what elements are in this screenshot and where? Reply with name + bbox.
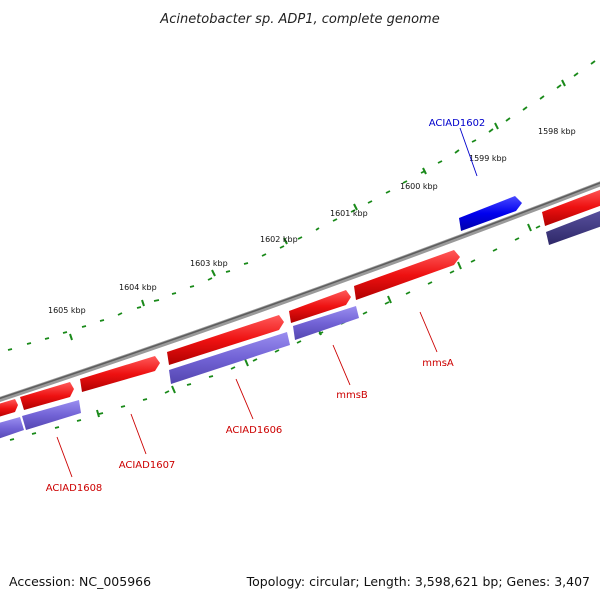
genome-summary-text: Topology: circular; Length: 3,598,621 bp… xyxy=(246,574,590,589)
gene-arrow-aciad1606[interactable] xyxy=(167,315,284,365)
inner-scale-major-ticks xyxy=(96,223,532,418)
genome-backbone xyxy=(0,181,600,402)
gene-arrow-rev-left-edge[interactable] xyxy=(0,417,24,440)
gene-arrow-aciad1602[interactable] xyxy=(459,196,522,231)
gene-label-aciad1607[interactable]: ACIAD1607 xyxy=(119,460,176,471)
scale-label-1599: 1599 kbp xyxy=(469,154,507,163)
scale-labels: 1598 kbp 1599 kbp 1600 kbp 1601 kbp 1602… xyxy=(48,127,576,315)
scale-label-1598: 1598 kbp xyxy=(538,127,576,136)
gene-arrow-rev-3[interactable] xyxy=(293,306,359,340)
outer-scale-major-ticks xyxy=(69,79,566,341)
scale-label-1605: 1605 kbp xyxy=(48,306,86,315)
gene-label-aciad1606[interactable]: ACIAD1606 xyxy=(226,425,283,436)
gene-label-mmsb[interactable]: mmsB xyxy=(336,390,368,401)
gene-label-mmsa[interactable]: mmsA xyxy=(422,358,454,369)
gene-arrow-rev-right-edge[interactable] xyxy=(546,209,600,245)
forward-strand-genes xyxy=(0,188,600,418)
leader-aciad1607 xyxy=(130,413,147,455)
leader-aciad1608 xyxy=(56,436,73,478)
leader-lines xyxy=(56,127,478,478)
gene-label-aciad1608[interactable]: ACIAD1608 xyxy=(46,483,103,494)
accession-text: Accession: NC_005966 xyxy=(9,574,151,589)
gene-arrow-rev-2[interactable] xyxy=(169,332,290,384)
gene-arrow-mmsb[interactable] xyxy=(289,290,351,323)
scale-label-1602: 1602 kbp xyxy=(260,235,298,244)
scale-label-1603: 1603 kbp xyxy=(190,259,228,268)
gene-arrow-aciad1607[interactable] xyxy=(80,356,160,392)
gene-arrow-rev-1[interactable] xyxy=(22,400,81,430)
map-title: Acinetobacter sp. ADP1, complete genome xyxy=(159,12,439,27)
leader-mmsa xyxy=(419,311,438,353)
leader-aciad1606 xyxy=(235,378,254,420)
scale-label-1600: 1600 kbp xyxy=(400,182,438,191)
scale-label-1604: 1604 kbp xyxy=(119,283,157,292)
gene-arrow-mmsa[interactable] xyxy=(354,250,460,300)
gene-arrow-aciad1608[interactable] xyxy=(20,382,74,410)
gene-label-aciad1602[interactable]: ACIAD1602 xyxy=(429,118,486,129)
gene-arrow-fwd-right-edge[interactable] xyxy=(542,188,600,226)
gene-labels: ACIAD1602 mmsA mmsB ACIAD1606 ACIAD1607 … xyxy=(46,118,486,494)
leader-aciad1602 xyxy=(459,127,478,177)
gene-arrow-fwd-left-edge[interactable] xyxy=(0,399,18,418)
scale-label-1601: 1601 kbp xyxy=(330,209,368,218)
reverse-strand-genes xyxy=(0,209,600,440)
leader-mmsb xyxy=(332,344,351,386)
outer-scale-ticks xyxy=(7,60,596,351)
